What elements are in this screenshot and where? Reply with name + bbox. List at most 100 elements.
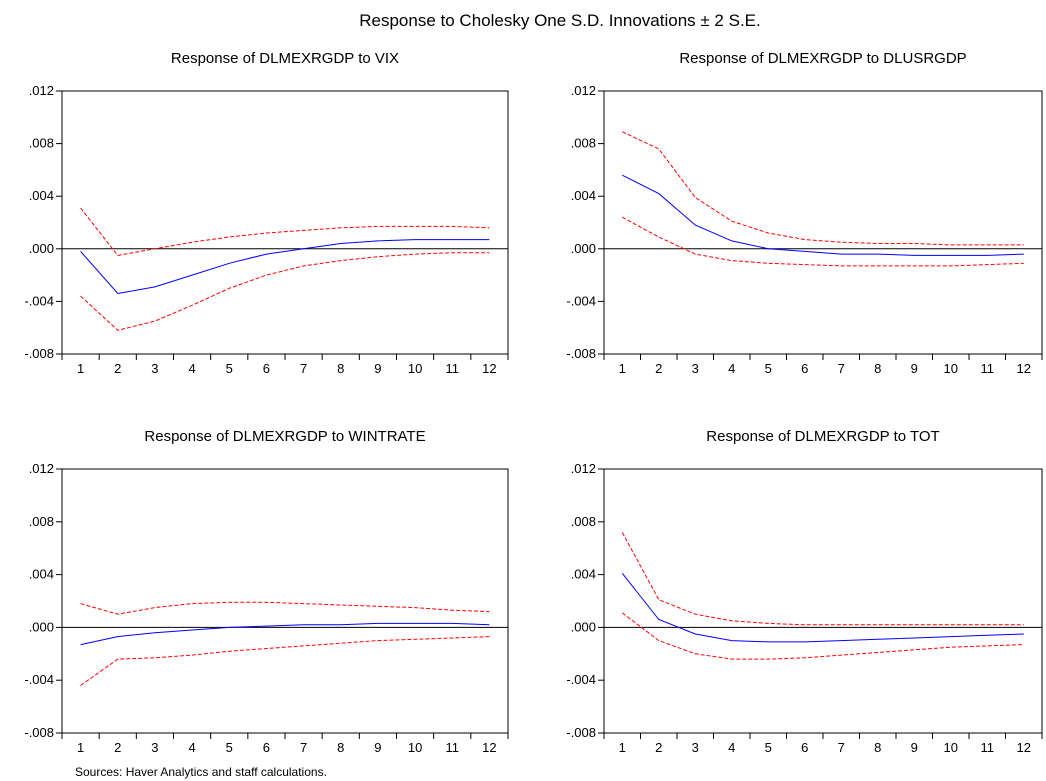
y-tick-label: -.008 — [566, 725, 596, 740]
x-tick-label: 1 — [77, 361, 84, 376]
x-tick-label: 7 — [838, 361, 845, 376]
x-tick-label: 6 — [801, 740, 808, 755]
x-tick-label: 11 — [446, 740, 460, 755]
upper-band-line — [622, 131, 1024, 246]
x-tick-label: 8 — [874, 361, 881, 376]
x-tick-label: 10 — [944, 361, 958, 376]
y-tick-label: .008 — [571, 514, 596, 529]
x-tick-label: 11 — [981, 361, 995, 376]
x-tick-label: 4 — [188, 740, 195, 755]
x-tick-label: 6 — [263, 740, 270, 755]
y-tick-label: -.008 — [24, 346, 54, 361]
x-tick-label: 2 — [655, 361, 662, 376]
x-tick-label: 9 — [374, 740, 381, 755]
plot-frame — [61, 90, 509, 355]
y-tick-label: .004 — [571, 567, 596, 582]
panel-title: Response of DLMEXRGDP to TOT — [706, 428, 939, 445]
figure-title: Response to Cholesky One S.D. Innovation… — [359, 11, 760, 30]
y-tick-label: .008 — [571, 136, 596, 151]
y-tick-label: -.004 — [24, 672, 54, 687]
x-tick-label: 2 — [114, 740, 121, 755]
chart-panels: Response of DLMEXRGDP to VIX .012 .008 .004… — [24, 50, 1043, 755]
y-tick-label: -.008 — [566, 346, 596, 361]
x-tick-label: 12 — [1017, 361, 1031, 376]
y-tick-label: -.004 — [566, 672, 596, 687]
x-tick-label: 7 — [838, 740, 845, 755]
y-tick-label: .000 — [29, 241, 54, 256]
x-tick-label: 3 — [692, 361, 699, 376]
y-tick-label: .000 — [571, 241, 596, 256]
panel-title: Response of DLMEXRGDP to VIX — [171, 50, 399, 67]
lower-band-line — [622, 216, 1024, 267]
chart-panel-1: Response of DLMEXRGDP to VIX .012 .008 .004… — [24, 50, 509, 376]
lower-band-line — [80, 636, 490, 686]
x-tick-label: 8 — [337, 361, 344, 376]
x-tick-label: 5 — [226, 361, 233, 376]
plot-frame — [603, 468, 1043, 734]
x-tick-label: 5 — [765, 740, 772, 755]
y-tick-label: .000 — [29, 619, 54, 634]
y-tick-label: .004 — [571, 188, 596, 203]
upper-band-line — [80, 601, 490, 615]
x-tick-label: 3 — [151, 740, 158, 755]
x-tick-label: 10 — [408, 361, 422, 376]
lower-band-line — [80, 252, 490, 331]
x-tick-label: 3 — [151, 361, 158, 376]
x-tick-label: 9 — [911, 740, 918, 755]
y-tick-label: .004 — [29, 567, 54, 582]
y-tick-label: -.004 — [566, 293, 596, 308]
chart-panel-4: Response of DLMEXRGDP to TOT .012 .008 .004… — [566, 428, 1043, 755]
chart-panel-2: Response of DLMEXRGDP to DLUSRGDP .012 .00… — [566, 50, 1043, 376]
x-tick-label: 12 — [1017, 740, 1031, 755]
panel-title: Response of DLMEXRGDP to WINTRATE — [144, 428, 425, 445]
x-tick-label: 11 — [981, 740, 995, 755]
chart-panel-3: Response of DLMEXRGDP to WINTRATE .012 .00… — [24, 428, 509, 755]
x-tick-label: 7 — [300, 740, 307, 755]
panel-title: Response of DLMEXRGDP to DLUSRGDP — [679, 50, 966, 67]
y-tick-label: .012 — [571, 83, 596, 98]
x-tick-label: 6 — [263, 361, 270, 376]
x-tick-label: 1 — [619, 740, 626, 755]
upper-band-line — [621, 532, 1024, 626]
plot-frame — [61, 468, 509, 734]
x-tick-label: 9 — [374, 361, 381, 376]
y-tick-label: -.008 — [24, 725, 54, 740]
y-tick-label: .000 — [571, 619, 596, 634]
lower-band-line — [621, 612, 1024, 660]
y-tick-label: .012 — [29, 83, 54, 98]
x-tick-label: 2 — [655, 740, 662, 755]
x-tick-label: 9 — [911, 361, 918, 376]
x-tick-label: 6 — [801, 361, 808, 376]
x-tick-label: 12 — [482, 361, 496, 376]
x-tick-label: 10 — [408, 740, 422, 755]
x-tick-label: 1 — [619, 361, 626, 376]
y-tick-label: .008 — [29, 514, 54, 529]
x-tick-label: 10 — [944, 740, 958, 755]
response-line — [80, 622, 490, 646]
response-line — [621, 572, 1024, 643]
y-tick-label: .012 — [571, 461, 596, 476]
x-tick-label: 3 — [692, 740, 699, 755]
x-tick-label: 2 — [114, 361, 121, 376]
y-tick-label: .012 — [29, 461, 54, 476]
x-tick-label: 4 — [728, 740, 735, 755]
y-tick-label: .004 — [29, 188, 54, 203]
x-tick-label: 4 — [188, 361, 195, 376]
x-tick-label: 11 — [446, 361, 460, 376]
x-tick-label: 12 — [482, 740, 496, 755]
x-tick-label: 5 — [226, 740, 233, 755]
plot-frame — [603, 90, 1043, 355]
x-tick-label: 5 — [765, 361, 772, 376]
x-tick-label: 8 — [337, 740, 344, 755]
source-note: Sources: Haver Analytics and staff calcu… — [75, 765, 327, 779]
x-tick-label: 8 — [874, 740, 881, 755]
x-tick-label: 4 — [728, 361, 735, 376]
x-tick-label: 1 — [77, 740, 84, 755]
response-line — [622, 174, 1024, 256]
y-tick-label: -.004 — [24, 293, 54, 308]
x-tick-label: 7 — [300, 361, 307, 376]
upper-band-line — [80, 207, 490, 256]
y-tick-label: .008 — [29, 136, 54, 151]
response-line — [80, 239, 490, 295]
